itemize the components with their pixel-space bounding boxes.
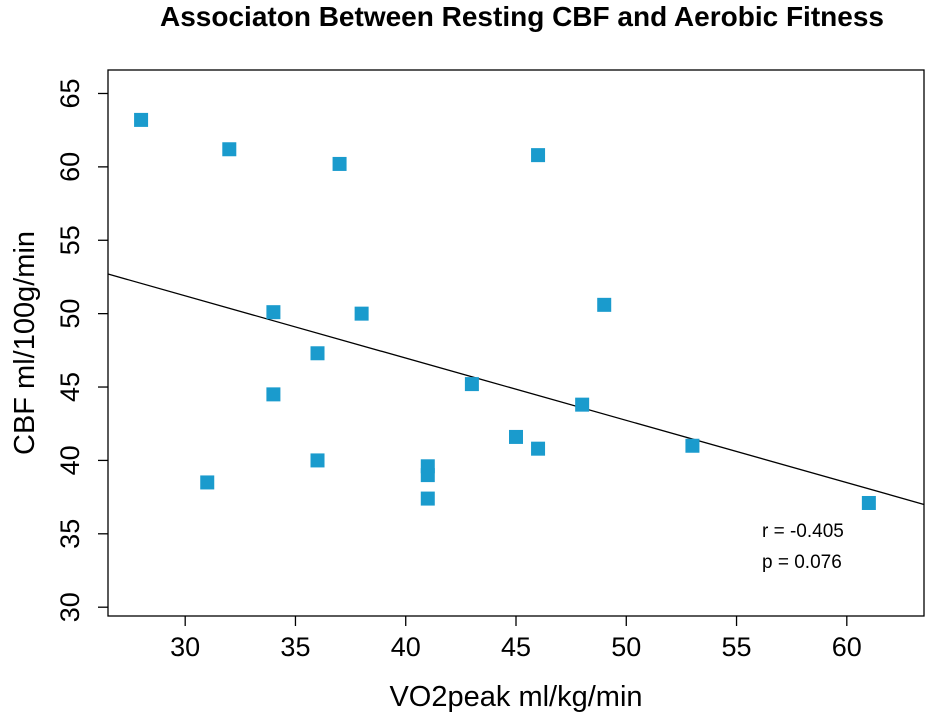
y-axis-label: CBF ml/100g/min (9, 231, 41, 455)
correlation-p-annotation: p = 0.076 (762, 552, 842, 573)
x-tick-label: 30 (170, 632, 200, 662)
scatter-point (354, 306, 369, 321)
y-tick-label: 60 (55, 152, 85, 182)
scatter-point (134, 112, 149, 127)
y-tick-label: 45 (55, 372, 85, 402)
y-tick-label: 65 (55, 78, 85, 108)
scatter-point (597, 297, 612, 312)
x-tick-label: 45 (501, 632, 531, 662)
scatter-point (685, 438, 700, 453)
x-tick-label: 55 (722, 632, 752, 662)
x-tick-label: 35 (280, 632, 310, 662)
chart-title: Associaton Between Resting CBF and Aerob… (160, 1, 884, 32)
regression-line (107, 273, 925, 506)
scatter-point (464, 377, 479, 392)
x-tick-label: 40 (391, 632, 421, 662)
y-tick-label: 55 (55, 225, 85, 255)
scatter-point (531, 148, 546, 163)
x-tick-label: 50 (611, 632, 641, 662)
x-axis-label: VO2peak ml/kg/min (389, 681, 642, 713)
scatter-point (310, 453, 325, 468)
scatter-point (332, 156, 347, 171)
scatter-point (200, 475, 215, 490)
y-tick-label: 35 (55, 519, 85, 549)
scatter-point (531, 441, 546, 456)
y-tick-label: 40 (55, 445, 85, 475)
scatter-point (575, 397, 590, 412)
scatter-point (420, 468, 435, 483)
y-tick-label: 30 (55, 592, 85, 622)
scatter-point (420, 491, 435, 506)
scatter-point (509, 429, 523, 444)
x-axis: 30 35 40 45 50 55 60 (170, 616, 862, 662)
scatter-point (266, 387, 281, 402)
x-tick-label: 60 (832, 632, 862, 662)
scatter-point (310, 346, 325, 361)
scatter-point (266, 305, 281, 320)
scatter-point (861, 495, 876, 510)
y-axis: 30 35 40 45 50 55 60 65 (55, 78, 108, 622)
correlation-r-annotation: r = -0.405 (762, 521, 844, 542)
y-tick-label: 50 (55, 299, 85, 329)
scatter-point (222, 142, 237, 157)
data-points (134, 112, 876, 510)
